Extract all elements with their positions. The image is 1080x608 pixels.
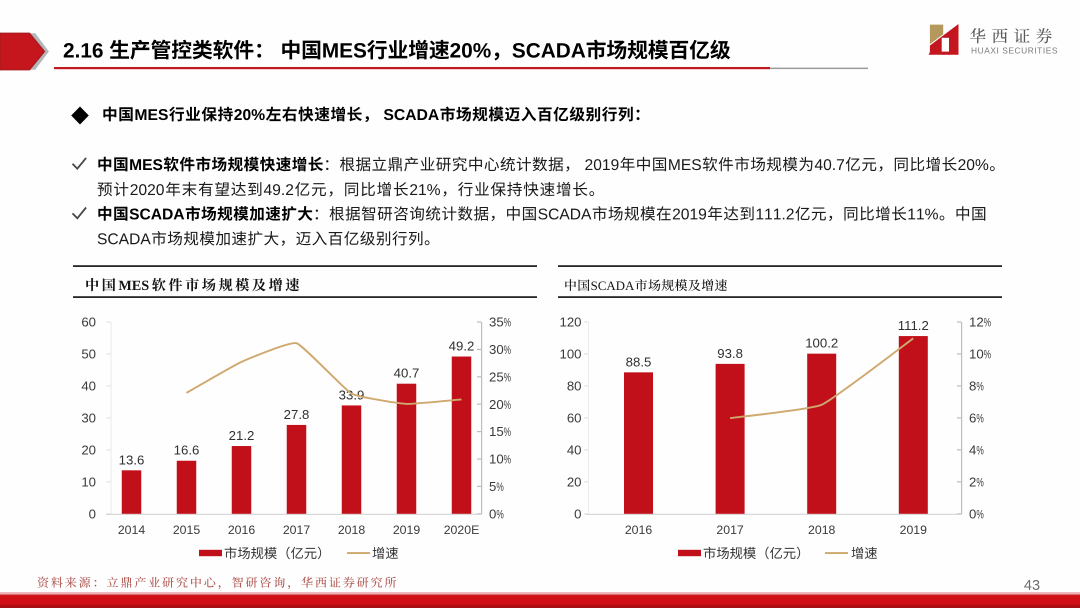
svg-text:49.2: 49.2 <box>449 339 475 354</box>
svg-text:0: 0 <box>574 506 581 521</box>
svg-text:0%: 0% <box>489 506 504 521</box>
svg-text:80: 80 <box>567 379 582 394</box>
svg-text:0: 0 <box>89 506 96 521</box>
svg-text:100.2: 100.2 <box>805 336 838 351</box>
svg-text:60: 60 <box>81 315 96 330</box>
svg-text:120: 120 <box>559 315 581 330</box>
svg-text:35%: 35% <box>489 315 511 330</box>
svg-text:50: 50 <box>81 347 96 362</box>
svg-text:2015: 2015 <box>173 523 201 537</box>
svg-text:0%: 0% <box>969 506 984 521</box>
svg-text:40.7: 40.7 <box>394 366 420 381</box>
svg-text:111.2: 111.2 <box>898 318 929 333</box>
svg-text:HUAXI SECURITIES: HUAXI SECURITIES <box>971 46 1058 56</box>
svg-text:30: 30 <box>81 411 96 426</box>
svg-text:2%: 2% <box>969 474 984 489</box>
svg-text:93.8: 93.8 <box>717 346 743 361</box>
svg-text:2017: 2017 <box>283 523 311 537</box>
svg-text:4%: 4% <box>969 442 984 457</box>
svg-text:21.2: 21.2 <box>229 428 255 443</box>
svg-text:20: 20 <box>81 442 96 457</box>
svg-text:2018: 2018 <box>808 523 836 537</box>
svg-text:2018: 2018 <box>338 523 366 537</box>
svg-text:10%: 10% <box>969 347 991 362</box>
svg-text:20: 20 <box>567 474 582 489</box>
svg-text:2017: 2017 <box>716 523 744 537</box>
svg-text:15%: 15% <box>489 424 511 439</box>
svg-text:33.9: 33.9 <box>339 387 365 402</box>
svg-text:2016: 2016 <box>228 523 256 537</box>
svg-text:13.6: 13.6 <box>119 452 145 467</box>
svg-text:40: 40 <box>81 379 96 394</box>
svg-text:27.8: 27.8 <box>284 407 310 422</box>
svg-text:40: 40 <box>567 442 582 457</box>
svg-text:2020E: 2020E <box>444 523 480 537</box>
svg-text:2019: 2019 <box>900 523 928 537</box>
svg-text:10%: 10% <box>489 452 511 467</box>
svg-text:25%: 25% <box>489 369 511 384</box>
svg-text:100: 100 <box>559 347 581 362</box>
svg-text:60: 60 <box>567 411 582 426</box>
svg-text:6%: 6% <box>969 411 984 426</box>
svg-text:12%: 12% <box>969 315 991 330</box>
svg-text:2014: 2014 <box>118 523 146 537</box>
svg-text:20%: 20% <box>489 397 511 412</box>
svg-text:8%: 8% <box>969 379 984 394</box>
svg-text:2019: 2019 <box>393 523 421 537</box>
svg-text:5%: 5% <box>489 479 504 494</box>
svg-text:88.5: 88.5 <box>626 354 652 369</box>
svg-text:16.6: 16.6 <box>174 443 200 458</box>
svg-text:30%: 30% <box>489 342 511 357</box>
svg-text:43: 43 <box>1024 578 1040 594</box>
svg-text:10: 10 <box>81 474 96 489</box>
svg-text:2016: 2016 <box>625 523 653 537</box>
